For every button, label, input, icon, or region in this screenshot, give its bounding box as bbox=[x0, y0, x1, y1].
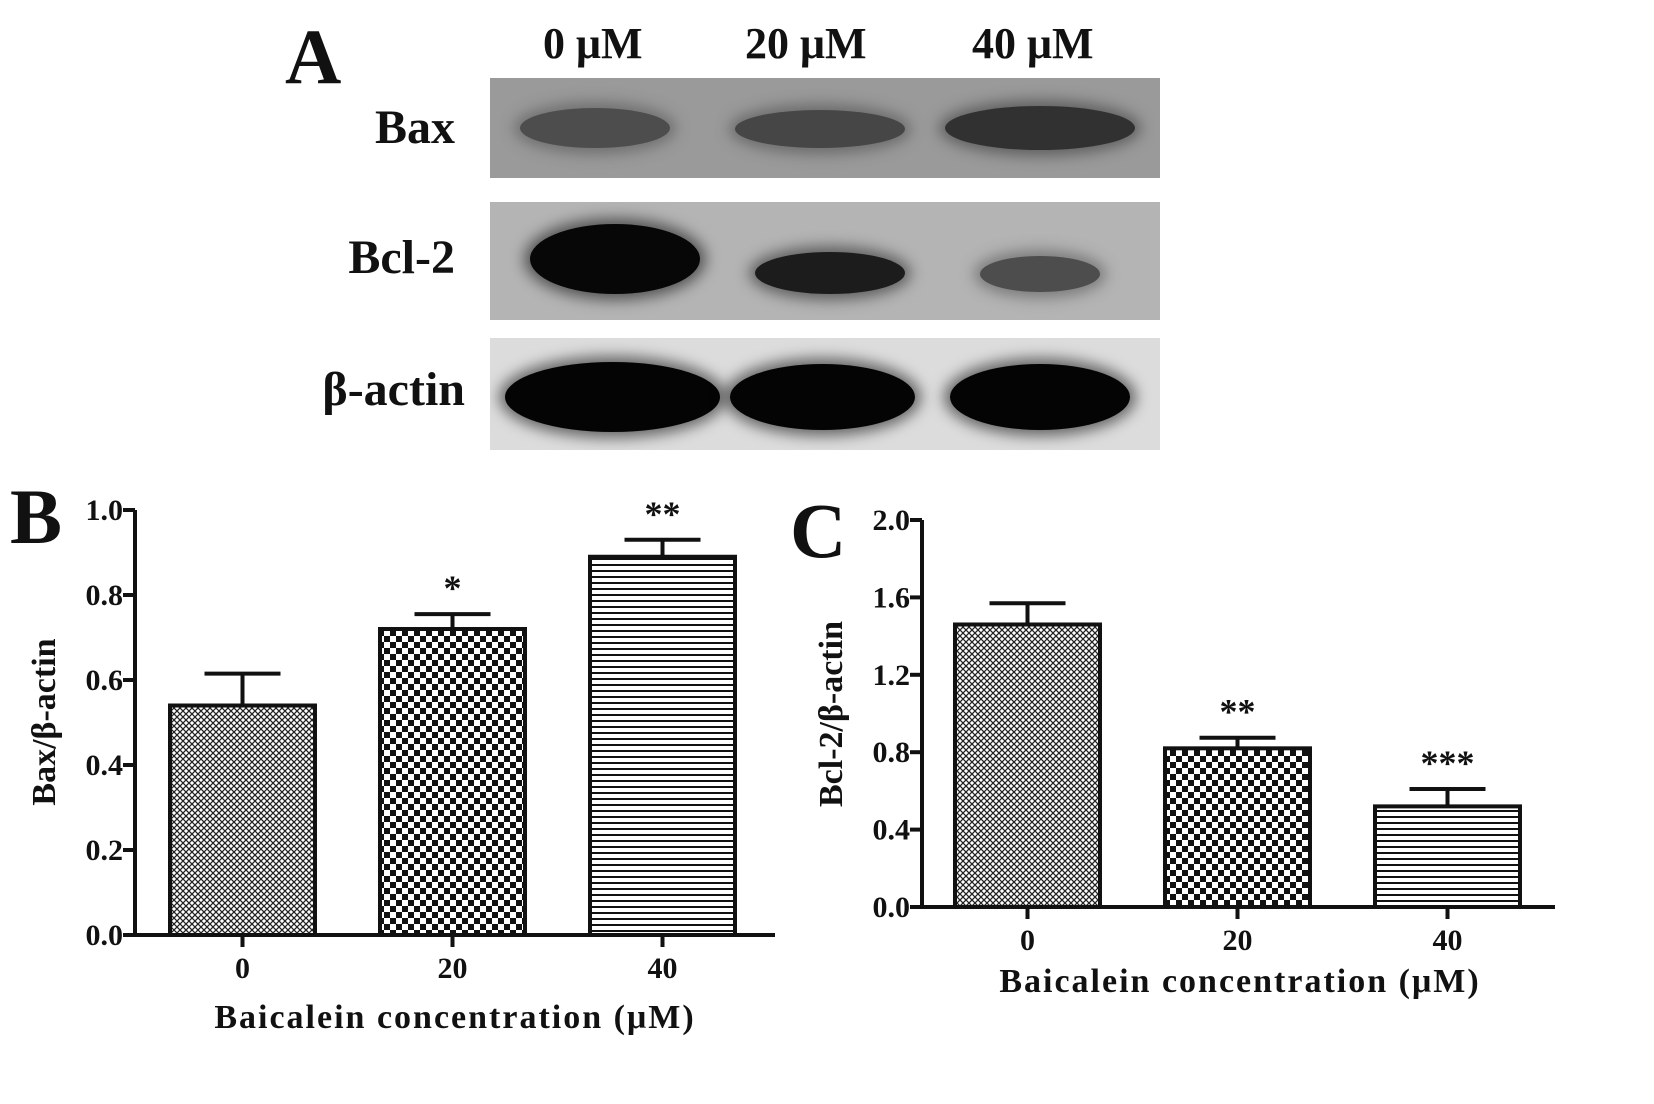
row-label-bax: Bax bbox=[374, 101, 455, 154]
y-tick-label: 0.8 bbox=[873, 736, 911, 769]
x-tick-label: 20 bbox=[1223, 924, 1253, 957]
band-bcl2-lane-3 bbox=[980, 256, 1100, 292]
y-tick-label: 1.2 bbox=[873, 659, 911, 692]
band-beta-actin-lane-2 bbox=[730, 364, 915, 430]
bar-40 bbox=[1373, 804, 1522, 910]
panel-c-letter: C bbox=[790, 487, 847, 574]
significance-marker: ** bbox=[1220, 692, 1256, 732]
blot-strip-beta-actin bbox=[490, 338, 1160, 450]
y-tick-label: 0.4 bbox=[86, 749, 124, 782]
x-tick-label: 0 bbox=[235, 952, 250, 985]
x-tick-label: 0 bbox=[1020, 924, 1035, 957]
significance-marker: * bbox=[444, 568, 462, 608]
y-tick-label: 1.0 bbox=[86, 494, 124, 527]
y-tick-label: 0.4 bbox=[873, 814, 911, 847]
x-tick-label: 20 bbox=[438, 952, 468, 985]
band-bax-lane-1 bbox=[520, 108, 670, 148]
x-tick-label: 40 bbox=[648, 952, 678, 985]
y-tick-label: 0.8 bbox=[86, 579, 124, 612]
chart-c: 0.0 0.4 0.8 1.2 1.6 2.0 0 20 ** 40 *** Bcl-2/β-acti… bbox=[813, 504, 1555, 1000]
significance-marker: *** bbox=[1421, 743, 1475, 783]
y-tick-label: 2.0 bbox=[873, 504, 911, 537]
bar-20 bbox=[1163, 746, 1312, 910]
x-axis-label: Baicalein concentration (μM) bbox=[214, 999, 695, 1036]
bar-20 bbox=[378, 627, 527, 937]
band-beta-actin-lane-3 bbox=[950, 364, 1130, 430]
lane-label-40: 40 μM bbox=[972, 19, 1094, 68]
x-tick-label: 40 bbox=[1433, 924, 1463, 957]
band-bcl2-lane-2 bbox=[755, 252, 905, 294]
significance-marker: ** bbox=[645, 494, 681, 534]
blot-strip-bcl2 bbox=[490, 202, 1160, 320]
y-tick-label: 0.6 bbox=[86, 664, 124, 697]
panel-b-letter: B bbox=[10, 473, 63, 560]
y-tick-label: 1.6 bbox=[873, 581, 911, 614]
band-bcl2-lane-1 bbox=[530, 224, 700, 294]
y-axis-label: Bax/β-actin bbox=[26, 638, 63, 805]
y-tick-label: 0.0 bbox=[873, 891, 911, 924]
bar-40 bbox=[588, 554, 737, 937]
lane-label-20: 20 μM bbox=[745, 19, 867, 68]
chart-b: 0.0 0.2 0.4 0.6 0.8 1.0 0 20 * 40 ** Bax/β-actin Bai… bbox=[26, 494, 775, 1036]
y-axis-label: Bcl-2/β-actin bbox=[813, 621, 850, 807]
band-beta-actin-lane-1 bbox=[505, 362, 720, 432]
lane-label-0: 0 μM bbox=[543, 19, 643, 68]
y-tick-label: 0.0 bbox=[86, 919, 124, 952]
bar-0 bbox=[168, 703, 317, 937]
band-bax-lane-2 bbox=[735, 110, 905, 148]
blot-strip-bax bbox=[490, 78, 1160, 178]
panel-a-letter: A bbox=[285, 13, 342, 100]
band-bax-lane-3 bbox=[945, 106, 1135, 150]
row-label-beta-actin: β-actin bbox=[322, 363, 465, 416]
bar-0 bbox=[953, 622, 1102, 909]
x-axis-label: Baicalein concentration (μM) bbox=[999, 963, 1480, 1000]
y-tick-label: 0.2 bbox=[86, 834, 124, 867]
row-label-bcl2: Bcl-2 bbox=[348, 231, 455, 284]
